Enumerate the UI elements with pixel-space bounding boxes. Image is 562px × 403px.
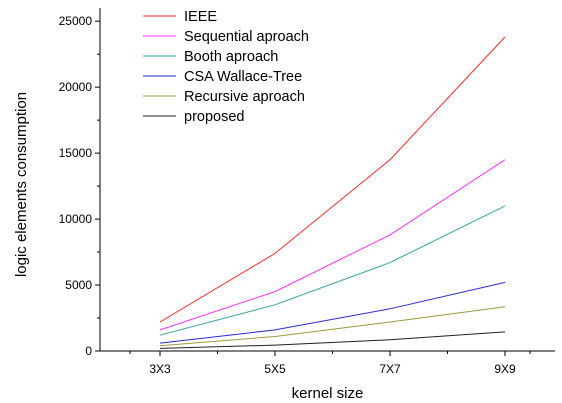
axes: 0 5000 10000 15000 20000 25000 3X3 5X5 7X7 9X9	[59, 8, 555, 376]
series-line-4	[159, 281, 506, 344]
legend-label: IEEE	[184, 9, 217, 25]
y-axis-label: logic elements consumption	[13, 92, 30, 277]
y-tick-label: 5000	[65, 278, 92, 292]
series-line-1	[159, 36, 506, 323]
series-lines	[159, 36, 506, 349]
x-axis-label: kernel size	[292, 385, 364, 402]
legend: IEEE Sequential aproach Booth aproach CSA W…	[143, 9, 309, 125]
series-line-5	[159, 306, 506, 347]
legend-label: Sequential aproach	[184, 29, 309, 45]
legend-label: Recursive aproach	[184, 89, 305, 105]
series-line-2	[159, 159, 506, 331]
x-tick-label: 5X5	[264, 362, 286, 376]
series-line-3	[159, 205, 506, 336]
y-tick-label: 0	[85, 344, 92, 358]
legend-label: Booth aproach	[184, 49, 278, 65]
x-tick-label: 3X3	[149, 362, 171, 376]
y-tick-label: 25000	[59, 14, 93, 28]
y-tick-label: 20000	[59, 80, 93, 94]
legend-label: proposed	[184, 109, 244, 125]
x-tick-label: 9X9	[494, 362, 516, 376]
y-tick-label: 15000	[59, 146, 93, 160]
y-tick-label: 10000	[59, 212, 93, 226]
series-line-6	[159, 331, 506, 349]
legend-label: CSA Wallace-Tree	[184, 69, 302, 85]
x-tick-label: 7X7	[379, 362, 401, 376]
